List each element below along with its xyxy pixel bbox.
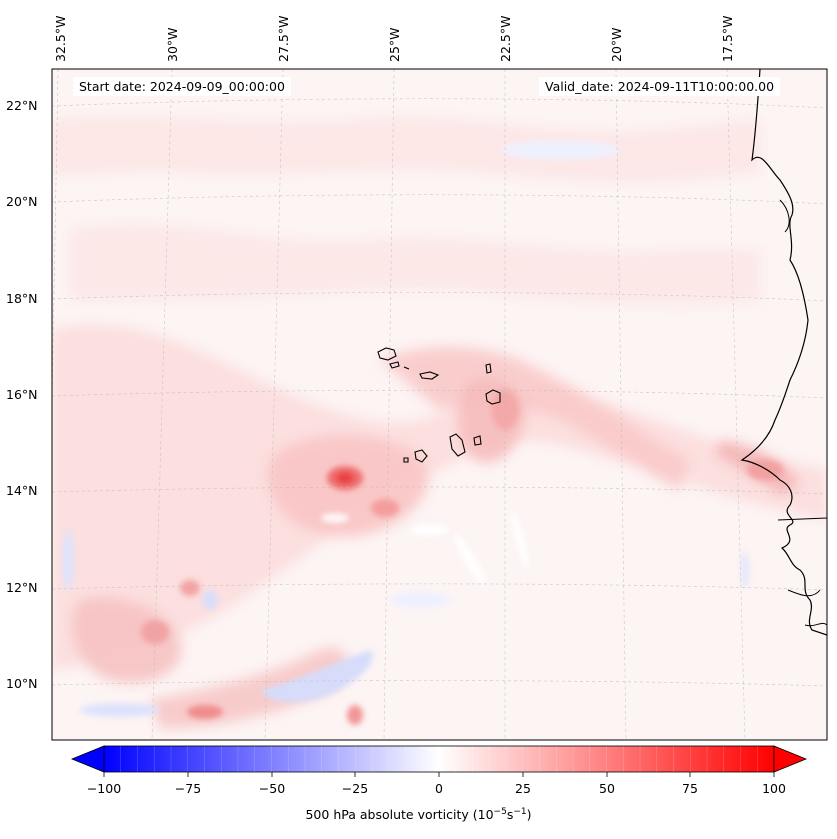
colorbar-unit-exp2: −1 — [513, 807, 527, 817]
start-date-label: Start date: 2024-09-09_00:00:00 — [73, 77, 291, 96]
colorbar-body — [103, 745, 775, 773]
lat-label-14n: 14°N — [6, 483, 38, 498]
lat-label-10n: 10°N — [6, 676, 38, 691]
cb-tick-label: 75 — [682, 781, 698, 796]
colorbar-ticks — [103, 772, 775, 777]
lat-label-20n: 20°N — [6, 194, 38, 209]
map-frame — [51, 68, 828, 741]
cape-verde-islands — [377, 347, 501, 463]
cb-tick-label: 100 — [762, 781, 786, 796]
colorbar-extend-min — [70, 745, 105, 773]
cb-tick-label: −50 — [258, 781, 286, 796]
low-vorticity-streaks — [321, 510, 530, 587]
colorbar-unit-mid: s — [506, 807, 514, 823]
colorbar-label: 500 hPa absolute vorticity (10−5s−1) — [305, 807, 532, 823]
lat-label-12n: 12°N — [6, 580, 38, 595]
colorbar-level-dividers — [120, 746, 758, 772]
colorbar-extend-max — [773, 745, 808, 773]
vorticity-maxima — [141, 390, 783, 725]
cb-tick-label: −25 — [341, 781, 369, 796]
colorbar — [70, 745, 808, 777]
negative-vorticity-patches — [62, 140, 749, 717]
graticule — [52, 69, 827, 740]
cb-tick-label: 25 — [515, 781, 531, 796]
colorbar-unit-exp1: −5 — [493, 807, 507, 817]
colorbar-field-name: 500 hPa absolute vorticity — [305, 807, 469, 823]
africa-coastline — [740, 69, 827, 636]
cb-tick-label: −100 — [86, 781, 122, 796]
valid-date-label: Valid_date: 2024-09-11T10:00:00.00 — [539, 77, 781, 96]
lat-label-16n: 16°N — [6, 387, 38, 402]
africa-coastline-detail — [777, 199, 827, 627]
cb-tick-label: −75 — [174, 781, 202, 796]
cb-tick-label: 0 — [435, 781, 443, 796]
lat-label-18n: 18°N — [6, 291, 38, 306]
lat-label-22n: 22°N — [6, 98, 38, 113]
colorbar-unit-base: 10 — [477, 807, 494, 823]
cb-tick-label: 50 — [599, 781, 615, 796]
